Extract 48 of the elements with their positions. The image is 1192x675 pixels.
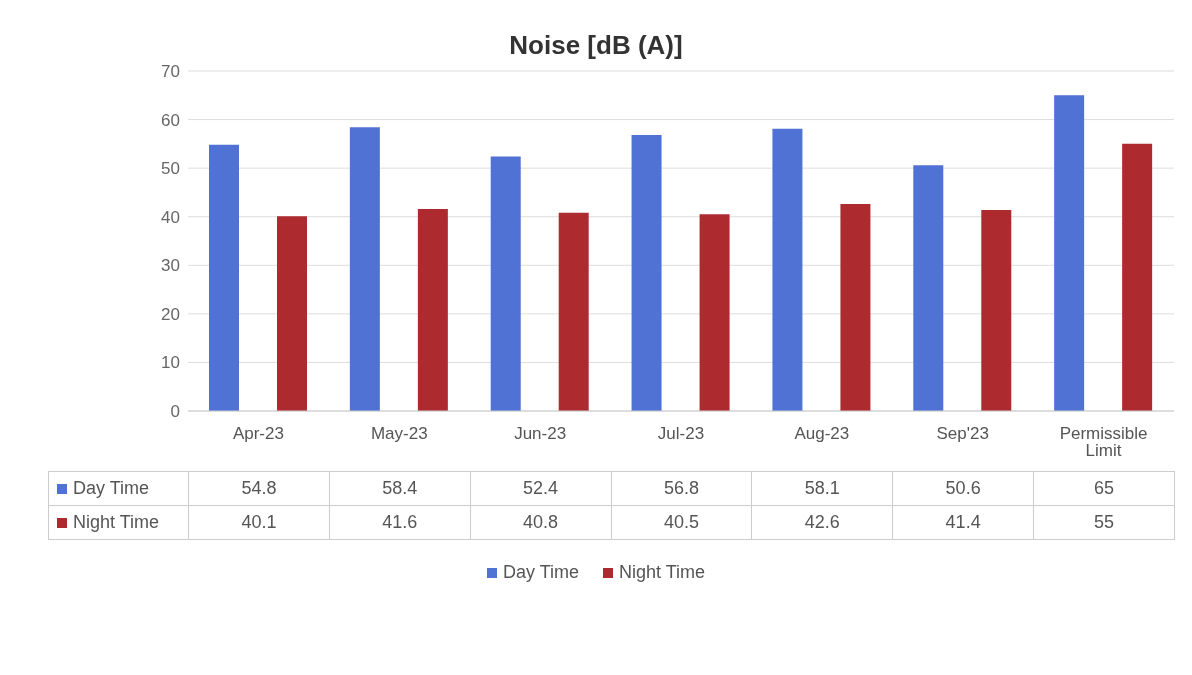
bar: [840, 204, 871, 411]
x-tick-label: Jun-23: [514, 424, 567, 444]
y-tick-label: 0: [170, 402, 180, 422]
data-label: 52.4: [470, 472, 612, 506]
bar: [913, 165, 944, 411]
x-tick-label: Apr-23: [232, 424, 284, 444]
data-label: 56.8: [611, 472, 753, 506]
data-label: 54.8: [189, 472, 330, 506]
x-tick-label: Permissible Limit: [1059, 424, 1148, 461]
y-tick-label: 30: [161, 256, 180, 276]
data-label: 40.8: [470, 506, 612, 540]
bar: [277, 216, 307, 411]
y-tick-label: 10: [161, 353, 180, 373]
data-label: 42.6: [752, 506, 894, 540]
bar: [981, 209, 1012, 411]
bar: [631, 135, 662, 411]
data-label: 58.1: [752, 472, 894, 506]
data-label: 65: [1034, 472, 1175, 506]
y-tick-label: 50: [161, 159, 180, 179]
bar: [490, 156, 521, 411]
x-tick-label: Sep'23: [936, 424, 989, 444]
bar: [558, 212, 589, 411]
data-label: 41.6: [329, 506, 471, 540]
y-tick-label: 40: [161, 207, 180, 227]
x-tick-label: Aug-23: [794, 424, 850, 444]
data-label: 40.1: [189, 506, 330, 540]
x-tick-label: May-23: [370, 424, 428, 444]
bar: [699, 214, 730, 411]
bar: [209, 144, 239, 411]
bar: [417, 208, 448, 411]
legend-label: Day Time: [49, 472, 189, 506]
bar: [1054, 95, 1085, 411]
bar: [349, 127, 380, 411]
text: Night Time: [73, 512, 160, 532]
y-tick-label: 20: [161, 304, 180, 324]
data-label: 40.5: [611, 506, 753, 540]
data-label: 41.4: [893, 506, 1035, 540]
bar: [772, 128, 803, 411]
data-label: 55: [1034, 506, 1175, 540]
chart-title: Noise [dB (A)]: [508, 30, 684, 61]
text: Day Time: [502, 562, 579, 582]
legend-label: Night Time: [618, 562, 706, 583]
data-label: 58.4: [329, 472, 471, 506]
y-tick-label: 70: [161, 62, 180, 82]
x-tick-label: Jul-23: [657, 424, 705, 444]
y-tick-label: 60: [161, 110, 180, 130]
data-label: 50.6: [893, 472, 1035, 506]
bar: [1122, 143, 1153, 411]
